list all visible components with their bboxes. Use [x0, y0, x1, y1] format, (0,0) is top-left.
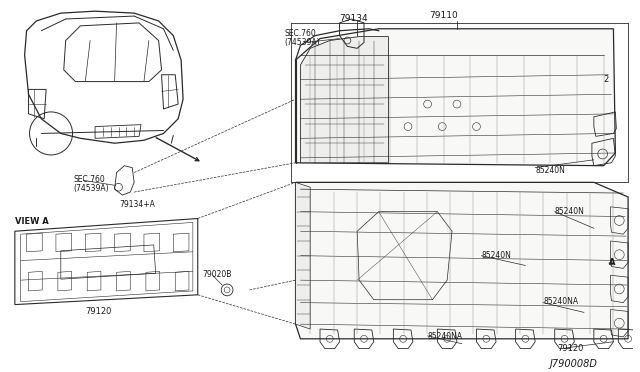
Text: 85240N: 85240N	[535, 166, 565, 175]
Text: 79110: 79110	[429, 11, 458, 20]
Text: (74539A): (74539A)	[285, 38, 321, 46]
Text: 79020B: 79020B	[203, 270, 232, 279]
Text: SEC.760: SEC.760	[74, 176, 105, 185]
Text: SEC.760: SEC.760	[285, 29, 317, 38]
Polygon shape	[300, 36, 388, 163]
Text: A: A	[609, 258, 615, 267]
Text: 79120: 79120	[557, 344, 584, 353]
Text: 85240NA: 85240NA	[543, 297, 578, 306]
Text: 85240N: 85240N	[555, 207, 584, 216]
Polygon shape	[296, 182, 628, 339]
Text: 79134+A: 79134+A	[120, 200, 156, 209]
Text: (74539A): (74539A)	[74, 184, 109, 193]
Text: J790008D: J790008D	[550, 359, 598, 369]
Text: 79134: 79134	[340, 14, 368, 23]
Text: 2: 2	[604, 75, 609, 84]
Polygon shape	[296, 182, 310, 329]
Text: 85240N: 85240N	[481, 251, 511, 260]
Polygon shape	[296, 29, 616, 166]
Text: 85240NA: 85240NA	[428, 332, 463, 341]
Text: 79120: 79120	[85, 307, 111, 315]
Text: VIEW A: VIEW A	[15, 217, 49, 225]
